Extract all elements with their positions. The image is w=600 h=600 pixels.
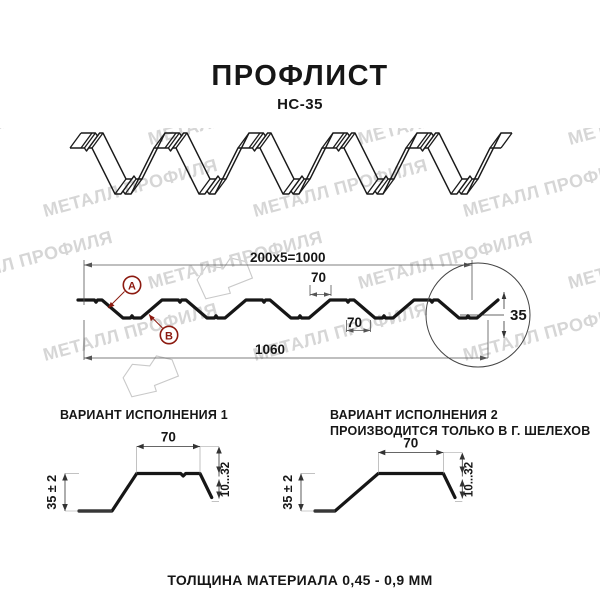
- svg-text:35 ± 2: 35 ± 2: [281, 475, 295, 510]
- svg-text:10...32: 10...32: [463, 462, 475, 497]
